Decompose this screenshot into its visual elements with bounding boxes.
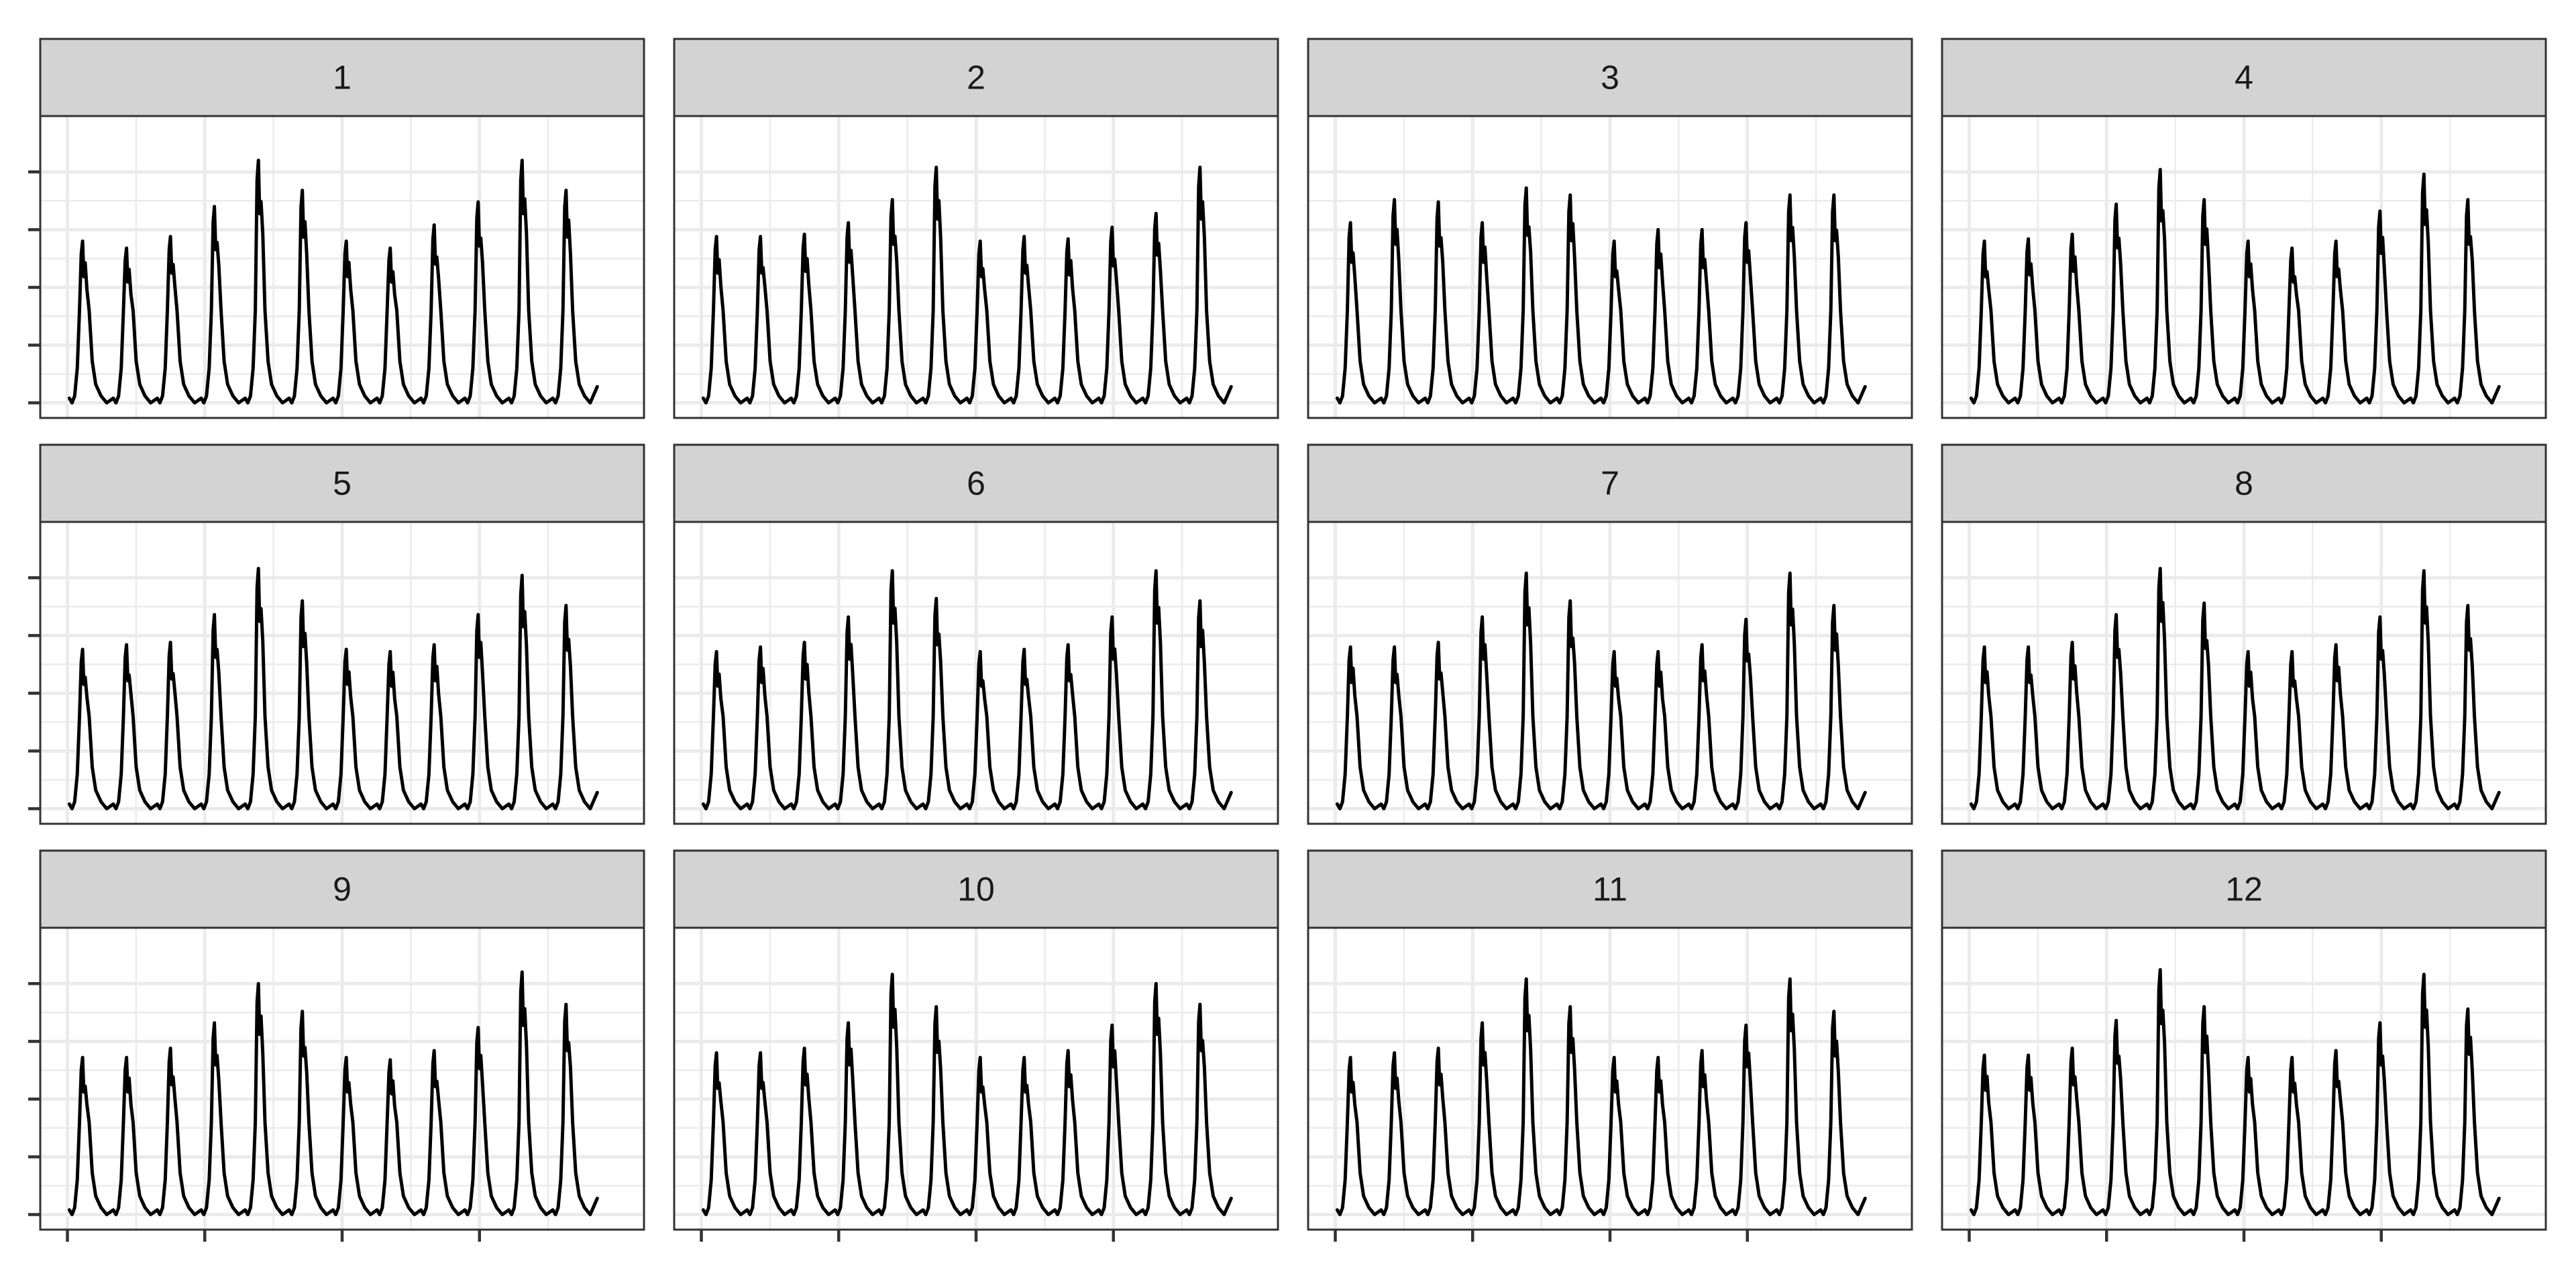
- facet-strip-label: 12: [2225, 871, 2263, 908]
- facet-strip-bg: [1941, 443, 2547, 523]
- facet-strip-label: 5: [333, 465, 352, 502]
- facet-strip-label: 8: [2235, 465, 2253, 502]
- facet-strip-bg: [39, 38, 645, 117]
- facet-panel-5: 5: [28, 443, 645, 825]
- facet-panel-12: 12: [1941, 849, 2547, 1242]
- facet-strip-bg: [673, 38, 1279, 117]
- series-line: [1969, 968, 2501, 1216]
- panel-border: [39, 115, 645, 419]
- facet-panel-2: 2: [673, 38, 1279, 419]
- series-line: [1335, 186, 1867, 405]
- facet-strip-bg: [673, 443, 1279, 523]
- facet-strip-bg: [39, 443, 645, 523]
- panel-border: [673, 115, 1279, 419]
- series-line: [1335, 977, 1867, 1216]
- facet-panel-10: 10: [673, 849, 1279, 1242]
- facet-strip-bg: [1307, 849, 1913, 929]
- facet-strip-label: 4: [2235, 59, 2253, 97]
- facet-strip-label: 7: [1601, 465, 1619, 502]
- panel-border: [1307, 115, 1913, 419]
- facet-strip-bg: [1307, 38, 1913, 117]
- panel-border: [39, 521, 645, 825]
- series-line: [1969, 168, 2501, 405]
- series-line: [701, 973, 1233, 1216]
- facet-strip-label: 6: [967, 465, 985, 502]
- facet-strip-bg: [673, 849, 1279, 929]
- series-line: [701, 569, 1233, 810]
- facet-strip-bg: [1941, 38, 2547, 117]
- panel-border: [673, 521, 1279, 825]
- facet-strip-label: 1: [333, 59, 352, 97]
- panel-border: [1941, 115, 2547, 419]
- series-line: [1335, 571, 1867, 810]
- facet-strip-bg: [39, 849, 645, 929]
- series-line: [67, 970, 599, 1216]
- facet-panel-9: 9: [28, 849, 645, 1242]
- series-line: [701, 165, 1233, 405]
- facet-strip-label: 9: [333, 871, 352, 908]
- facet-panel-1: 1: [28, 38, 645, 419]
- series-line: [1969, 567, 2501, 810]
- panel-border: [1941, 521, 2547, 825]
- facet-strip-label: 3: [1601, 59, 1619, 97]
- facet-strip-bg: [1941, 849, 2547, 929]
- facet-panel-6: 6: [673, 443, 1279, 825]
- facet-panel-8: 8: [1941, 443, 2547, 825]
- series-line: [67, 567, 599, 810]
- facet-strip-label: 10: [957, 871, 995, 908]
- facet-panel-4: 4: [1941, 38, 2547, 419]
- facet-strip-label: 2: [967, 59, 985, 97]
- facet-panel-3: 3: [1307, 38, 1913, 419]
- facet-strip-label: 11: [1593, 871, 1627, 908]
- facet-panel-7: 7: [1307, 443, 1913, 825]
- facet-panel-11: 11: [1307, 849, 1913, 1242]
- series-line: [67, 158, 599, 405]
- panel-border: [1307, 521, 1913, 825]
